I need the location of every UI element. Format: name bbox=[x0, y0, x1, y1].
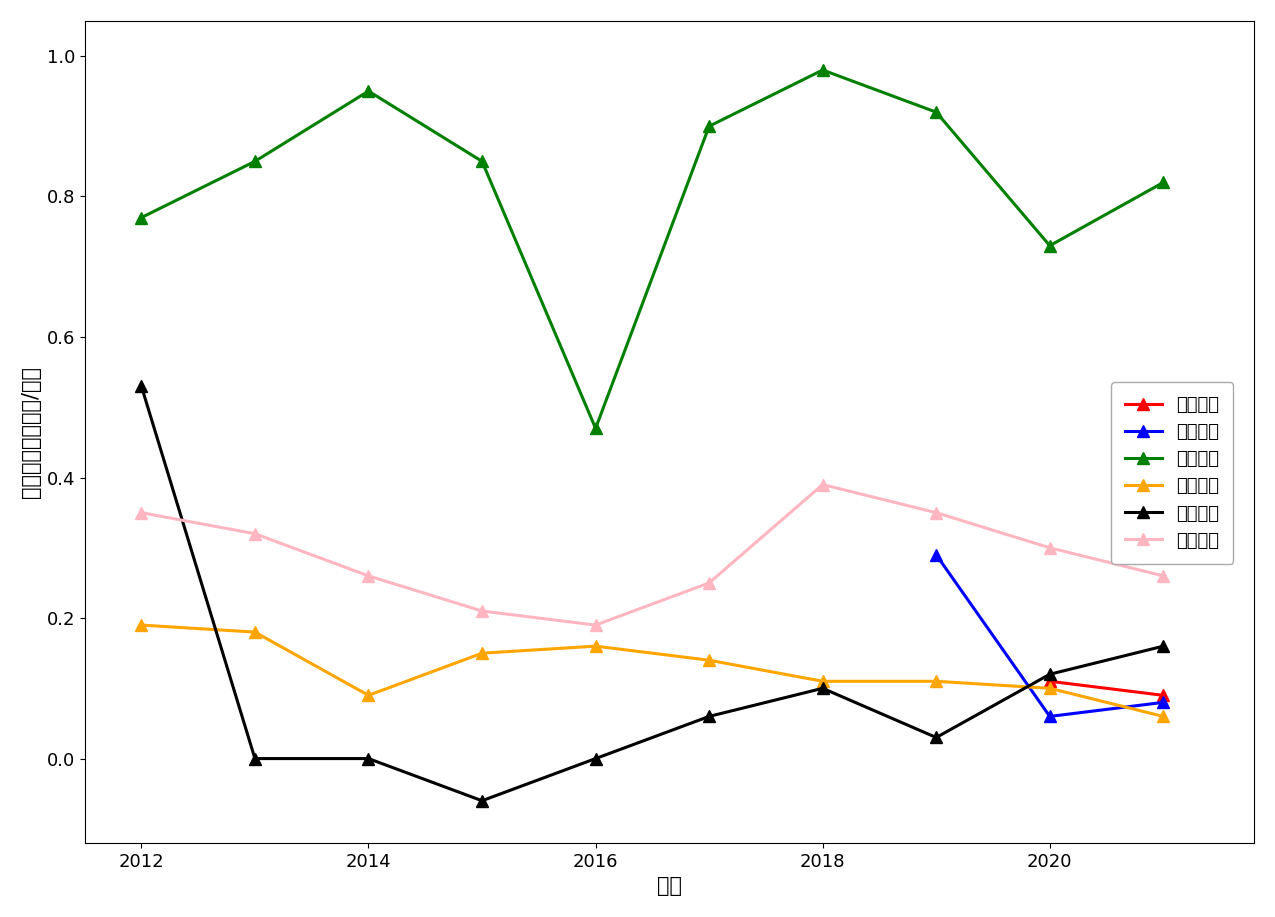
铁龙物流 bbox=[134, 507, 149, 518]
广深铁路 bbox=[815, 676, 830, 687]
西部创业 bbox=[701, 711, 717, 722]
京沪高鐵 bbox=[1155, 697, 1170, 708]
Line: 广深铁路: 广深铁路 bbox=[135, 619, 1169, 723]
西部创业 bbox=[928, 732, 944, 743]
广深铁路 bbox=[928, 676, 944, 687]
广深铁路 bbox=[474, 647, 490, 658]
Y-axis label: 基本每股收益（元/股）: 基本每股收益（元/股） bbox=[20, 366, 41, 498]
铁龙物流 bbox=[1155, 570, 1170, 581]
铁龙物流 bbox=[474, 605, 490, 616]
Line: 铁龙物流: 铁龙物流 bbox=[135, 479, 1169, 631]
西部创业 bbox=[474, 795, 490, 806]
西部创业 bbox=[1042, 668, 1057, 679]
铁龙物流 bbox=[928, 507, 944, 518]
铁龙物流 bbox=[701, 578, 717, 589]
广深铁路 bbox=[134, 620, 149, 631]
大秦铁路 bbox=[1155, 177, 1170, 188]
中铁特货 bbox=[1042, 676, 1057, 687]
京沪高鐵 bbox=[1042, 711, 1057, 722]
广深铁路 bbox=[1155, 711, 1170, 722]
铁龙物流 bbox=[588, 620, 603, 631]
广深铁路 bbox=[588, 641, 603, 652]
X-axis label: 年份: 年份 bbox=[657, 876, 682, 896]
大秦铁路 bbox=[928, 106, 944, 117]
铁龙物流 bbox=[247, 528, 263, 539]
Line: 西部创业: 西部创业 bbox=[135, 380, 1169, 807]
大秦铁路 bbox=[1042, 240, 1057, 251]
大秦铁路 bbox=[588, 423, 603, 434]
中铁特货 bbox=[1155, 690, 1170, 701]
Line: 中铁特货: 中铁特货 bbox=[1043, 675, 1169, 702]
京沪高鐵 bbox=[928, 549, 944, 560]
铁龙物流 bbox=[815, 479, 830, 490]
大秦铁路 bbox=[361, 85, 376, 96]
Line: 京沪高鐵: 京沪高鐵 bbox=[929, 548, 1169, 723]
大秦铁路 bbox=[701, 121, 717, 132]
大秦铁路 bbox=[134, 212, 149, 223]
铁龙物流 bbox=[1042, 542, 1057, 553]
广深铁路 bbox=[701, 655, 717, 666]
西部创业 bbox=[247, 753, 263, 764]
西部创业 bbox=[588, 753, 603, 764]
大秦铁路 bbox=[247, 156, 263, 167]
大秦铁路 bbox=[815, 64, 830, 75]
广深铁路 bbox=[247, 626, 263, 637]
铁龙物流 bbox=[361, 570, 376, 581]
广深铁路 bbox=[361, 690, 376, 701]
Line: 大秦铁路: 大秦铁路 bbox=[135, 64, 1169, 435]
Legend: 中铁特货, 京沪高鐵, 大秦铁路, 广深铁路, 西部创业, 铁龙物流: 中铁特货, 京沪高鐵, 大秦铁路, 广深铁路, 西部创业, 铁龙物流 bbox=[1111, 382, 1233, 564]
西部创业 bbox=[361, 753, 376, 764]
大秦铁路 bbox=[474, 156, 490, 167]
西部创业 bbox=[815, 683, 830, 694]
西部创业 bbox=[134, 381, 149, 392]
西部创业 bbox=[1155, 641, 1170, 652]
广深铁路 bbox=[1042, 683, 1057, 694]
